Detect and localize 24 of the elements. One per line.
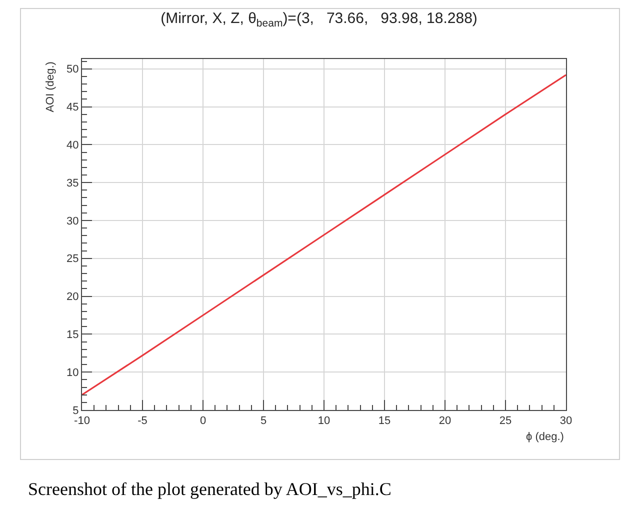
y-tick-label: 40 <box>66 140 79 152</box>
y-tick-label: 10 <box>66 366 79 379</box>
text: Screenshot of the plot generated by AOI_vs_phi.C <box>28 479 392 499</box>
x-tick-label: 25 <box>499 415 512 428</box>
line-series <box>82 74 566 396</box>
y-tick-label: 35 <box>66 177 79 190</box>
x-axis-title: ϕ (deg.) <box>526 431 564 443</box>
y-tick-label: 20 <box>66 291 79 304</box>
y-tick-label: 5 <box>72 404 79 417</box>
x-tick-label: 0 <box>200 415 206 428</box>
x-tick-label: -10 <box>74 415 90 428</box>
chart-title: (Mirror, X, Z, θ$_{beam}$)=(3, 73.66, 93.98, 18.288) <box>160 10 478 30</box>
y-tick-label: 50 <box>66 64 79 76</box>
x-tick-label: 20 <box>438 415 452 428</box>
y-tick-label: 25 <box>66 253 79 266</box>
x-tick-label: 5 <box>260 415 267 428</box>
x-tick-label: 30 <box>560 415 572 428</box>
y-axis-title: AOI (deg.) <box>44 62 56 112</box>
x-tick-label: 10 <box>318 415 330 428</box>
y-tick-label: 30 <box>66 215 79 228</box>
y-tick-label: 15 <box>66 329 79 342</box>
x-tick-label: -5 <box>138 415 148 428</box>
y-tick-label: 45 <box>66 102 79 114</box>
x-tick-label: 15 <box>378 415 391 428</box>
